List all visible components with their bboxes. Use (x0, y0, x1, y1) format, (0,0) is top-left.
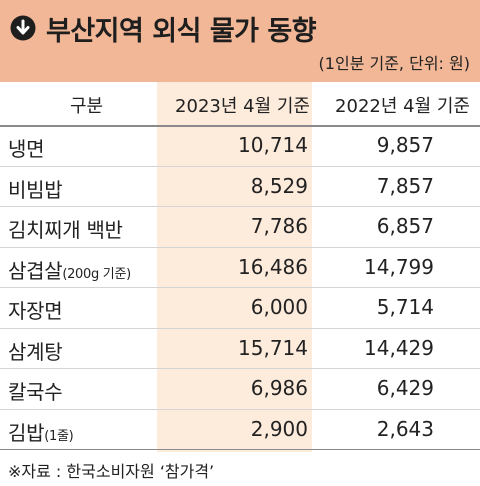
row-value-2023: 2,900 (250, 416, 308, 441)
row-value-2022: 14,429 (364, 335, 434, 360)
row-note: (1줄) (44, 428, 74, 444)
row-name: 김치찌개 백반 (8, 218, 123, 242)
row-value-2023: 8,529 (250, 173, 308, 198)
unit-note: (1인분 기준, 단위: 원) (318, 54, 470, 73)
row-value-2023: 7,786 (250, 214, 308, 238)
arrow-down-circle-icon (10, 15, 36, 41)
table-row: 칼국수 6,986 6,429 (0, 369, 480, 410)
row-value-2022: 6,857 (376, 214, 434, 238)
column-header-2022: 2022년 4월 기준 (335, 96, 470, 117)
row-value-2022: 7,857 (376, 173, 434, 198)
column-header-2023: 2023년 4월 기준 (175, 96, 310, 117)
header-divider (0, 125, 480, 127)
row-name: 김밥(1줄) (8, 420, 74, 445)
row-value-2022: 6,429 (376, 376, 434, 400)
table-row: 자장면 6,000 5,714 (0, 288, 480, 329)
row-name: 칼국수 (8, 380, 63, 404)
row-name: 비빔밥 (8, 177, 63, 202)
source-note: ※자료 : 한국소비자원 ‘참가격’ (8, 462, 215, 481)
price-table: 냉면 10,714 9,857 비빔밥 8,529 7,857 김치찌개 백반 … (0, 126, 480, 450)
highlight-column-2023 (157, 82, 312, 452)
row-name: 삼겹살(200g 기준) (8, 258, 131, 283)
column-header-category: 구분 (70, 96, 104, 117)
row-value-2022: 2,643 (376, 416, 434, 441)
row-value-2023: 6,000 (250, 295, 308, 319)
row-note: (200g 기준) (62, 266, 131, 282)
table-row: 김치찌개 백반 7,786 6,857 (0, 207, 480, 248)
table-header: 구분 2023년 4월 기준 2022년 4월 기준 (0, 82, 480, 126)
row-value-2023: 6,986 (250, 376, 308, 400)
table-row: 삼겹살(200g 기준) 16,486 14,799 (0, 248, 480, 288)
row-value-2022: 5,714 (376, 295, 434, 319)
page-title: 부산지역 외식 물가 동향 (46, 15, 317, 47)
row-value-2023: 15,714 (238, 335, 308, 360)
row-value-2022: 14,799 (364, 254, 434, 279)
table-row: 삼계탕 15,714 14,429 (0, 329, 480, 369)
row-name: 자장면 (8, 299, 63, 323)
row-value-2022: 9,857 (376, 133, 434, 157)
table-row: 비빔밥 8,529 7,857 (0, 167, 480, 207)
table-row: 김밥(1줄) 2,900 2,643 (0, 410, 480, 450)
header-band: 부산지역 외식 물가 동향 (1인분 기준, 단위: 원) (0, 0, 480, 82)
row-name: 삼계탕 (8, 339, 63, 364)
row-value-2023: 16,486 (238, 254, 308, 279)
row-value-2023: 10,714 (238, 133, 308, 157)
table-row: 냉면 10,714 9,857 (0, 126, 480, 167)
title-row: 부산지역 외식 물가 동향 (10, 8, 317, 48)
row-name: 냉면 (8, 137, 45, 161)
